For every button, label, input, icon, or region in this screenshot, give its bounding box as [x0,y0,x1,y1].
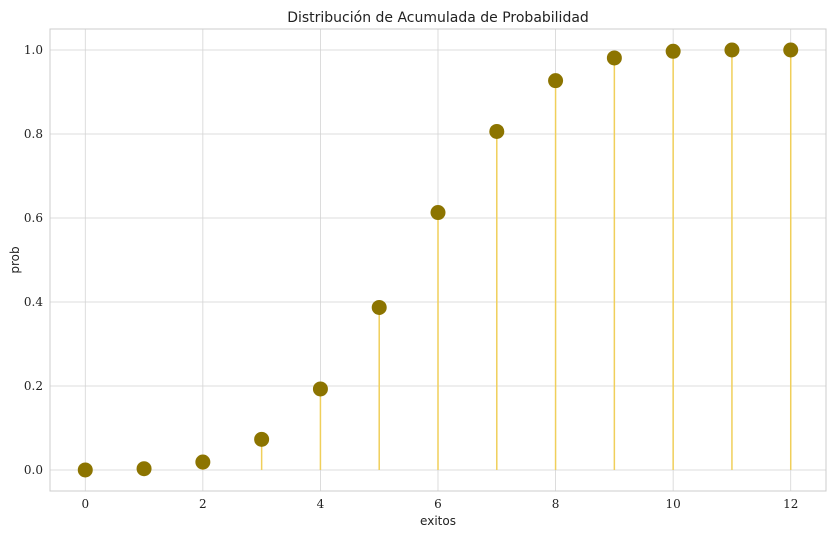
data-point [724,42,740,58]
x-tick-label: 8 [552,497,560,511]
x-tick-labels: 0 2 4 6 8 10 12 [81,497,798,511]
data-point [77,462,93,478]
data-point [312,381,328,397]
chart-title: Distribución de Acumulada de Probabilida… [287,10,589,26]
data-point [195,454,211,470]
data-point [665,43,681,59]
y-tick-label: 0.4 [24,295,43,309]
x-tick-label: 12 [783,497,798,511]
markers [77,42,799,478]
y-axis-label: prob [8,246,22,273]
data-point [136,461,152,477]
data-point [489,123,505,139]
x-tick-label: 2 [199,497,207,511]
data-point [783,42,799,58]
data-point [606,50,622,66]
y-tick-label: 1.0 [24,43,43,57]
data-point [254,431,270,447]
x-tick-label: 4 [317,497,325,511]
y-tick-label: 0.2 [24,379,43,393]
y-tick-label: 0.8 [24,127,43,141]
data-point [548,73,564,89]
y-tick-label: 0.0 [24,463,43,477]
data-point [371,299,387,315]
plot-frame [49,28,827,492]
y-tick-labels: 0.0 0.2 0.4 0.6 0.8 1.0 [24,43,43,477]
stems [84,50,792,470]
x-tick-label: 0 [81,497,89,511]
y-tick-label: 0.6 [24,211,43,225]
data-point [430,205,446,221]
x-axis-label: exitos [420,514,456,528]
x-tick-label: 10 [666,497,681,511]
x-tick-label: 6 [434,497,442,511]
